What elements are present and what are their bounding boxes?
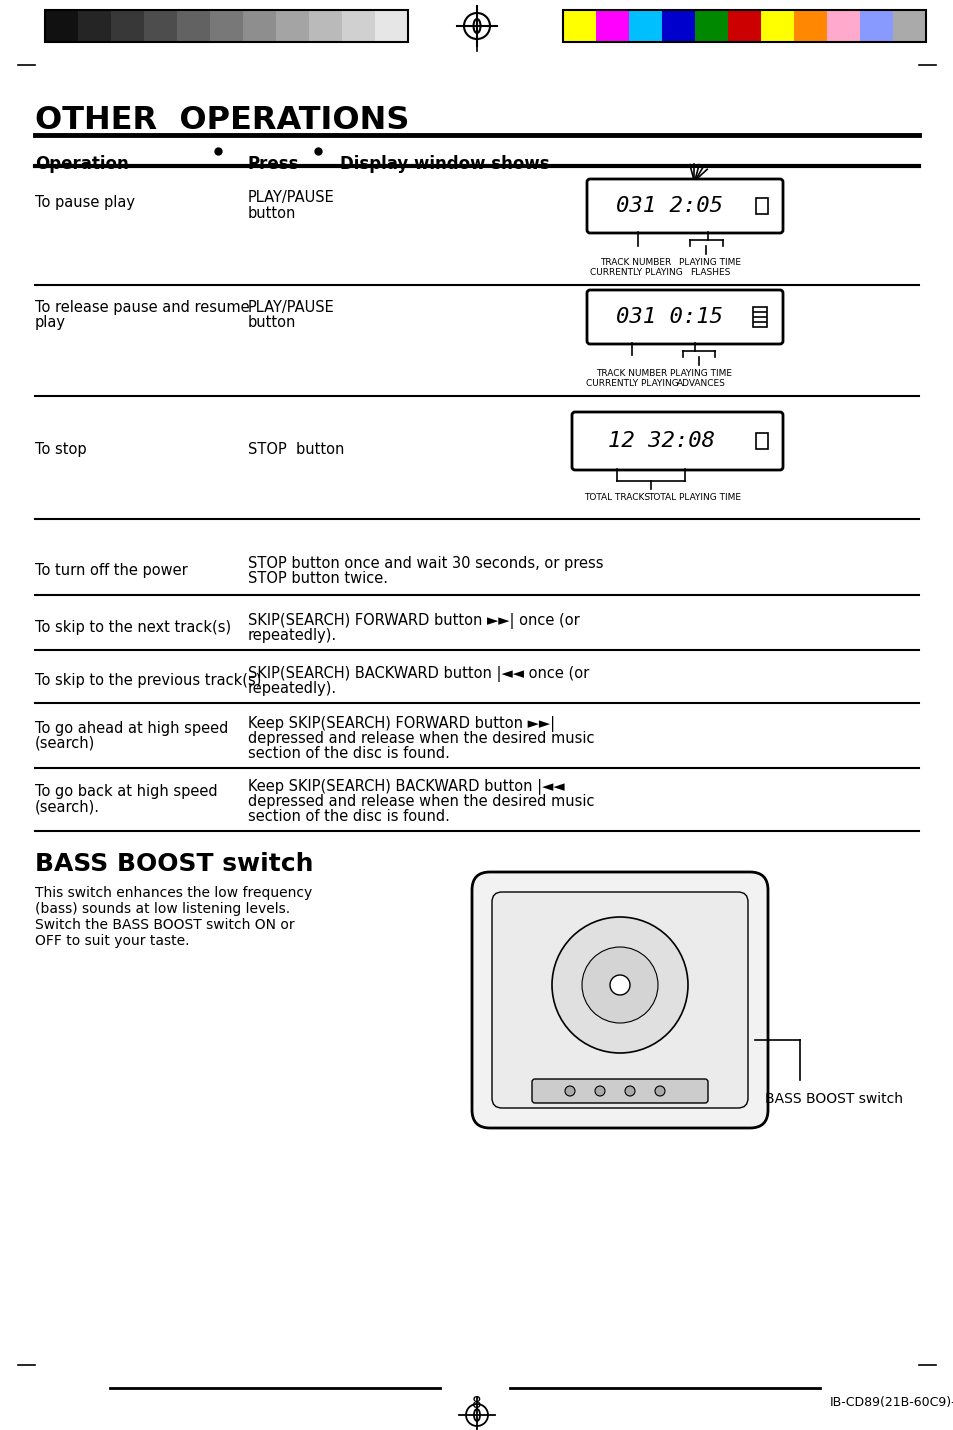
FancyBboxPatch shape <box>586 179 782 233</box>
Text: Operation: Operation <box>35 154 129 173</box>
Text: This switch enhances the low frequency: This switch enhances the low frequency <box>35 887 312 899</box>
Text: To pause play: To pause play <box>35 194 135 210</box>
Text: PLAY/PAUSE: PLAY/PAUSE <box>248 190 335 204</box>
Bar <box>755 433 767 449</box>
FancyBboxPatch shape <box>586 290 782 345</box>
Text: 12 32:08: 12 32:08 <box>607 430 714 450</box>
Text: STOP button twice.: STOP button twice. <box>248 571 388 586</box>
Text: repeatedly).: repeatedly). <box>248 681 336 696</box>
Text: (bass) sounds at low listening levels.: (bass) sounds at low listening levels. <box>35 902 290 917</box>
Text: OFF to suit your taste.: OFF to suit your taste. <box>35 934 190 948</box>
Bar <box>275 10 309 41</box>
FancyBboxPatch shape <box>532 1080 707 1103</box>
Bar <box>859 10 892 41</box>
Text: To skip to the previous track(s): To skip to the previous track(s) <box>35 674 261 688</box>
Bar <box>596 10 628 41</box>
Circle shape <box>624 1085 635 1095</box>
Text: depressed and release when the desired music: depressed and release when the desired m… <box>248 731 594 746</box>
Text: To go ahead at high speed: To go ahead at high speed <box>35 721 228 736</box>
Bar <box>695 10 727 41</box>
Text: STOP  button: STOP button <box>248 442 344 458</box>
FancyBboxPatch shape <box>492 892 747 1108</box>
Text: BASS BOOST switch: BASS BOOST switch <box>35 852 314 877</box>
Text: (search): (search) <box>35 736 95 751</box>
Text: To stop: To stop <box>35 442 87 458</box>
Bar <box>210 10 243 41</box>
Text: 031 2:05: 031 2:05 <box>616 196 722 216</box>
Text: Display window shows: Display window shows <box>339 154 549 173</box>
Text: PLAY/PAUSE: PLAY/PAUSE <box>248 300 335 315</box>
Text: OTHER  OPERATIONS: OTHER OPERATIONS <box>35 104 409 136</box>
Circle shape <box>564 1085 575 1095</box>
Text: repeatedly).: repeatedly). <box>248 628 336 644</box>
Text: To go back at high speed: To go back at high speed <box>35 784 217 799</box>
Bar <box>177 10 210 41</box>
Text: TOTAL TRACKS: TOTAL TRACKS <box>583 493 649 502</box>
Text: BASS BOOST switch: BASS BOOST switch <box>764 1093 902 1105</box>
Bar <box>78 10 111 41</box>
Bar <box>341 10 375 41</box>
Text: Keep SKIP(SEARCH) FORWARD button ►►|: Keep SKIP(SEARCH) FORWARD button ►►| <box>248 716 555 732</box>
Bar <box>727 10 760 41</box>
Text: IB-CD89(21B-60C9)-WM-E-010603: IB-CD89(21B-60C9)-WM-E-010603 <box>829 1396 953 1409</box>
Text: Keep SKIP(SEARCH) BACKWARD button |◄◄: Keep SKIP(SEARCH) BACKWARD button |◄◄ <box>248 779 564 795</box>
Text: PLAYING TIME
FLASHES: PLAYING TIME FLASHES <box>679 257 740 277</box>
FancyBboxPatch shape <box>472 872 767 1128</box>
Bar <box>562 10 596 41</box>
Text: depressed and release when the desired music: depressed and release when the desired m… <box>248 794 594 809</box>
FancyBboxPatch shape <box>572 412 782 470</box>
Text: To turn off the power: To turn off the power <box>35 563 188 578</box>
Text: TRACK NUMBER
CURRENTLY PLAYING: TRACK NUMBER CURRENTLY PLAYING <box>585 369 678 389</box>
Bar <box>562 10 925 41</box>
Circle shape <box>609 975 629 995</box>
Circle shape <box>655 1085 664 1095</box>
Bar <box>760 10 793 41</box>
Text: 8: 8 <box>472 1396 481 1411</box>
Text: section of the disc is found.: section of the disc is found. <box>248 809 450 824</box>
Text: play: play <box>35 315 66 330</box>
Circle shape <box>552 917 687 1052</box>
Text: SKIP(SEARCH) FORWARD button ►►| once (or: SKIP(SEARCH) FORWARD button ►►| once (or <box>248 613 579 629</box>
Circle shape <box>595 1085 604 1095</box>
Bar <box>661 10 695 41</box>
Text: Switch the BASS BOOST switch ON or: Switch the BASS BOOST switch ON or <box>35 918 294 932</box>
Bar <box>309 10 341 41</box>
Bar <box>375 10 408 41</box>
Circle shape <box>581 947 658 1022</box>
Text: Press: Press <box>248 154 299 173</box>
Text: button: button <box>248 315 296 330</box>
Bar <box>45 10 78 41</box>
Bar <box>628 10 661 41</box>
Text: To skip to the next track(s): To skip to the next track(s) <box>35 621 231 635</box>
Bar <box>892 10 925 41</box>
Text: PLAYING TIME
ADVANCES: PLAYING TIME ADVANCES <box>669 369 731 389</box>
Bar <box>243 10 275 41</box>
Bar <box>755 197 767 214</box>
Bar <box>111 10 144 41</box>
Text: TRACK NUMBER
CURRENTLY PLAYING: TRACK NUMBER CURRENTLY PLAYING <box>589 257 681 277</box>
Text: TOTAL PLAYING TIME: TOTAL PLAYING TIME <box>648 493 740 502</box>
Bar <box>45 10 408 41</box>
Bar <box>793 10 826 41</box>
Text: SKIP(SEARCH) BACKWARD button |◄◄ once (or: SKIP(SEARCH) BACKWARD button |◄◄ once (o… <box>248 666 589 682</box>
Text: (search).: (search). <box>35 799 100 814</box>
Text: button: button <box>248 206 296 222</box>
Bar <box>826 10 859 41</box>
Bar <box>752 307 766 327</box>
Text: 031 0:15: 031 0:15 <box>616 307 722 327</box>
Bar <box>144 10 177 41</box>
Text: STOP button once and wait 30 seconds, or press: STOP button once and wait 30 seconds, or… <box>248 556 603 571</box>
Text: section of the disc is found.: section of the disc is found. <box>248 746 450 761</box>
Text: To release pause and resume: To release pause and resume <box>35 300 250 315</box>
